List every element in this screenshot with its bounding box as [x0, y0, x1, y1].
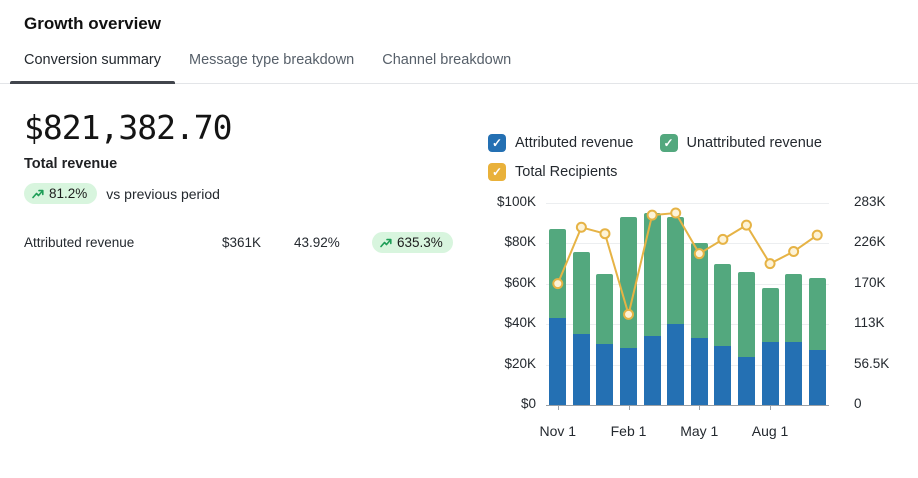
- right-axis-labels: 283K 226K 170K 113K 56.5K 0: [854, 194, 904, 411]
- bar-attributed[interactable]: [737, 356, 755, 405]
- gridline: [546, 243, 829, 245]
- bar-unattributed[interactable]: [785, 273, 803, 343]
- bar-attributed[interactable]: [549, 318, 567, 405]
- recipients-marker[interactable]: [575, 221, 587, 233]
- bar-attributed[interactable]: [808, 350, 826, 405]
- gridline: [546, 203, 829, 204]
- tab-channel-breakdown[interactable]: Channel breakdown: [368, 40, 525, 83]
- attributed-revenue-badge: 635.3%: [372, 232, 453, 253]
- legend-unattributed-revenue[interactable]: ✓ Unattributed revenue: [659, 134, 822, 152]
- bar-unattributed[interactable]: [667, 217, 685, 325]
- bar-attributed[interactable]: [761, 342, 779, 405]
- recipients-marker[interactable]: [552, 278, 564, 290]
- checkbox-attributed-checked-icon[interactable]: ✓: [488, 134, 506, 152]
- page-title: Growth overview: [24, 14, 161, 33]
- trend-up-icon: [32, 188, 44, 200]
- x-tick-mark: [699, 405, 701, 410]
- attributed-revenue-percent: 43.92%: [294, 235, 340, 250]
- attributed-revenue-value: $361K: [222, 235, 262, 250]
- legend-label: Total Recipients: [515, 164, 618, 180]
- recipients-line: [552, 207, 823, 320]
- recipients-marker[interactable]: [764, 258, 776, 270]
- revenue-summary-panel: $821,382.70 Total revenue 81.2% vs previ…: [24, 108, 464, 253]
- bar-attributed[interactable]: [643, 336, 661, 405]
- bar-attributed[interactable]: [785, 342, 803, 405]
- x-axis-tick: Feb 1: [610, 423, 647, 439]
- bar-unattributed[interactable]: [596, 273, 614, 345]
- tab-message-type-breakdown[interactable]: Message type breakdown: [175, 40, 368, 83]
- left-axis-tick: $60K: [504, 274, 536, 290]
- x-axis-labels: Nov 1 Feb 1 May 1 Aug 1: [539, 405, 829, 447]
- checkbox-recipients-checked-icon[interactable]: ✓: [488, 163, 506, 181]
- change-row: 81.2% vs previous period: [24, 183, 464, 204]
- right-axis-tick: 113K: [854, 315, 885, 331]
- bar-attributed[interactable]: [690, 338, 708, 405]
- bar-unattributed[interactable]: [572, 251, 590, 335]
- checkbox-unattributed-checked-icon[interactable]: ✓: [659, 134, 678, 152]
- left-axis-tick: $40K: [504, 315, 536, 331]
- recipients-marker[interactable]: [811, 229, 823, 241]
- recipients-marker[interactable]: [740, 219, 752, 231]
- x-axis-tick: May 1: [680, 423, 719, 439]
- right-axis-tick: 170K: [854, 274, 886, 290]
- left-axis-tick: $80K: [504, 234, 536, 250]
- bar-unattributed[interactable]: [808, 277, 826, 351]
- recipients-marker[interactable]: [670, 207, 682, 219]
- chart-plot[interactable]: [546, 203, 829, 406]
- bar-attributed[interactable]: [620, 348, 638, 405]
- tab-bar: Conversion summary Message type breakdow…: [0, 40, 918, 84]
- right-axis-tick: 56.5K: [854, 355, 890, 371]
- change-badge: 81.2%: [24, 183, 98, 204]
- legend-label: Attributed revenue: [515, 135, 634, 151]
- chart-panel: ✓ Attributed revenue ✓ Unattributed reve…: [488, 134, 908, 478]
- bar-unattributed[interactable]: [714, 263, 732, 347]
- x-tick-mark: [770, 405, 772, 410]
- bar-attributed[interactable]: [714, 346, 732, 405]
- bar-unattributed[interactable]: [643, 213, 661, 337]
- legend-attributed-revenue[interactable]: ✓ Attributed revenue: [488, 134, 634, 152]
- tab-conversion-summary[interactable]: Conversion summary: [10, 40, 175, 84]
- total-revenue-value: $821,382.70: [24, 108, 233, 147]
- bar-unattributed[interactable]: [761, 287, 779, 343]
- bar-unattributed[interactable]: [737, 271, 755, 357]
- trend-up-icon: [380, 237, 392, 249]
- recipients-marker[interactable]: [623, 308, 635, 320]
- right-axis-tick: 226K: [854, 234, 886, 250]
- left-axis-tick: $20K: [504, 355, 536, 371]
- attributed-revenue-row: Attributed revenue $361K 43.92% 635.3%: [24, 232, 464, 253]
- change-badge-value: 81.2%: [49, 186, 88, 201]
- change-suffix: vs previous period: [106, 185, 220, 202]
- legend-total-recipients[interactable]: ✓ Total Recipients: [488, 163, 617, 181]
- gridline: [546, 364, 829, 366]
- recipients-marker[interactable]: [646, 209, 658, 221]
- recipients-marker[interactable]: [717, 233, 729, 245]
- x-tick-mark: [557, 405, 559, 410]
- recipients-marker[interactable]: [788, 246, 800, 258]
- legend-label: Unattributed revenue: [686, 135, 822, 151]
- bar-attributed[interactable]: [596, 344, 614, 405]
- revenue-recipients-chart: $100K $80K $60K $40K $20K $0 283K 226K 170K 113K…: [488, 194, 908, 478]
- gridline: [546, 283, 829, 285]
- left-axis-tick: $100K: [496, 194, 536, 209]
- bar-attributed[interactable]: [572, 334, 590, 405]
- x-axis-tick: Aug 1: [751, 423, 789, 439]
- bar-unattributed[interactable]: [690, 243, 708, 339]
- bar-attributed[interactable]: [667, 324, 685, 405]
- gridline: [546, 324, 829, 326]
- bar-unattributed[interactable]: [549, 229, 567, 319]
- recipients-marker[interactable]: [599, 228, 611, 240]
- recipients-marker[interactable]: [693, 248, 705, 260]
- x-axis-tick: Nov 1: [539, 423, 577, 439]
- x-tick-mark: [628, 405, 630, 410]
- attributed-revenue-badge-value: 635.3%: [397, 235, 443, 250]
- right-axis-tick: 0: [854, 396, 862, 411]
- left-axis-tick: $0: [520, 396, 536, 411]
- right-axis-tick: 283K: [854, 194, 886, 209]
- x-axis-line: [546, 405, 829, 406]
- left-axis-labels: $100K $80K $60K $40K $20K $0: [488, 194, 536, 411]
- attributed-revenue-label: Attributed revenue: [24, 235, 135, 250]
- total-revenue-label: Total revenue: [24, 156, 118, 172]
- chart-legend: ✓ Attributed revenue ✓ Unattributed reve…: [488, 134, 908, 181]
